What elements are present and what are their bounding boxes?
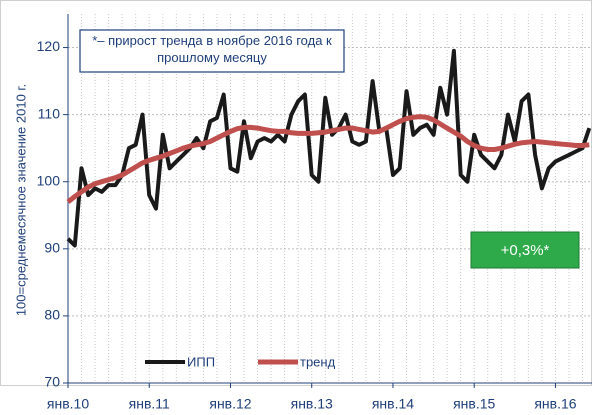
legend-label: тренд — [300, 354, 336, 369]
series-line — [66, 48, 592, 248]
y-tick-label: 110 — [38, 105, 61, 121]
series-line — [66, 114, 590, 204]
y-tick-label: 120 — [37, 38, 61, 54]
x-tick-label: янв.15 — [453, 396, 495, 412]
grid: 70 80 90 100 110 120 янв.10 янв.11 янв.12 янв.13 я… — [37, 14, 592, 412]
legend-label: ИПП — [187, 354, 215, 369]
x-tick-label: янв.12 — [209, 396, 251, 412]
y-tick-label: 90 — [44, 240, 60, 256]
y-axis-label: 100=среднемесячное значение 2010 г. — [13, 84, 28, 316]
badge-box — [470, 231, 580, 269]
y-tick-label: 80 — [44, 307, 60, 323]
x-tick-label: янв.13 — [291, 396, 333, 412]
x-tick-label: янв.10 — [47, 396, 89, 412]
plot — [66, 48, 592, 248]
x-tick-label: янв.14 — [372, 396, 414, 412]
annotation-box — [79, 29, 345, 73]
annotation: *– прирост тренда в ноябре 2016 года к п… — [92, 33, 332, 65]
legend: ИПП тренд — [145, 354, 336, 369]
annotation-wrap: *– прирост тренда в ноябре 2016 года к п… — [92, 33, 332, 65]
x-tick-label: янв.16 — [534, 396, 576, 412]
x-tick-label: янв.11 — [129, 396, 170, 412]
badge: +0,3%* — [501, 242, 550, 259]
y-tick-label: 100 — [37, 172, 61, 188]
y-tick-label: 70 — [44, 374, 60, 390]
